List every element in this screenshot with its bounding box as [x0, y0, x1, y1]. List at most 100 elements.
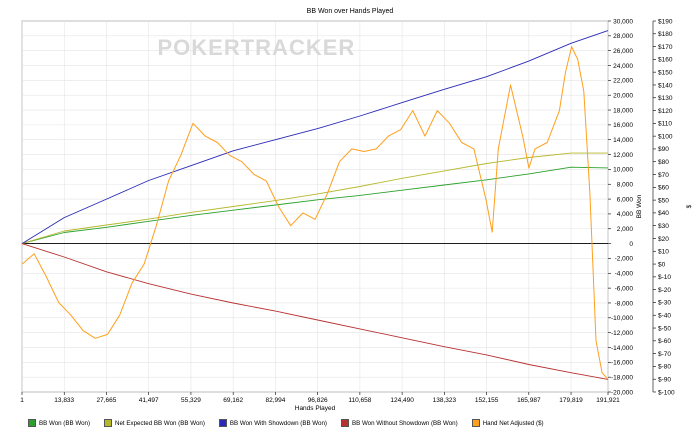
y-right-tick-label: $70 — [658, 172, 669, 179]
x-tick-label: 165,987 — [517, 397, 541, 404]
x-tick-label: 152,155 — [475, 397, 499, 404]
y-right-tick-label: $-10 — [658, 274, 671, 281]
y-right-tick-label: $110 — [658, 121, 672, 128]
y-left-tick-label: -8,000 — [615, 300, 634, 307]
y-left-tick-label: -20,000 — [611, 389, 633, 396]
y-left-tick-label: 8,000 — [617, 182, 634, 189]
y-right-tick-label: $90 — [658, 146, 669, 153]
plot-area — [21, 20, 609, 393]
y-left-tick-label: 14,000 — [613, 137, 633, 144]
y-left-axis-ticks: 30,000 28,000 26,000 24,000 22,000 20,000 18,0… — [608, 18, 633, 396]
y-right-tick-label: $30 — [658, 223, 669, 230]
y-right-tick-label: $-90 — [658, 377, 671, 384]
legend-item: BB Won With Showdown (BB Won) — [218, 419, 327, 427]
y-left-tick-label: 12,000 — [613, 152, 633, 159]
y-left-tick-label: 30,000 — [613, 18, 633, 25]
x-tick-label: 191,921 — [596, 397, 620, 404]
y-right-tick-label: $180 — [658, 31, 673, 38]
x-tick-label: 179,819 — [559, 397, 583, 404]
watermark-logo: POKERTRACKER — [158, 35, 356, 60]
series-line — [21, 46, 609, 380]
y-right-tick-label: $160 — [658, 57, 673, 64]
y-right-tick-label: $60 — [658, 185, 669, 192]
y-left-tick-label: 18,000 — [613, 107, 633, 114]
y-left-tick-label: 22,000 — [613, 78, 633, 85]
legend-label: BB Won Without Showdown (BB Won) — [351, 419, 458, 427]
x-tick-label: 55,329 — [181, 397, 201, 404]
x-tick-label: 124,490 — [390, 397, 414, 404]
y-left-tick-label: 6,000 — [617, 196, 634, 203]
legend-swatch — [340, 419, 349, 427]
y-right-tick-label: $-50 — [658, 325, 671, 332]
y-left-tick-label: 10,000 — [613, 167, 633, 174]
y-right-tick-label: $140 — [658, 82, 673, 89]
legend-item: Hand Net Adjusted ($) — [471, 419, 544, 427]
y-left-axis-title: BB Won — [636, 194, 643, 218]
y-left-tick-label: 4,000 — [617, 211, 634, 218]
y-left-tick-label: 24,000 — [613, 63, 633, 70]
x-tick-label: 110,658 — [348, 397, 371, 404]
y-right-tick-label: $100 — [658, 133, 673, 140]
y-left-tick-label: -6,000 — [615, 285, 634, 292]
series-line — [21, 243, 609, 380]
legend-item: BB Won (BB Won) — [28, 419, 90, 427]
y-left-tick-label: -4,000 — [615, 271, 634, 278]
y-left-tick-label: 26,000 — [613, 48, 633, 55]
y-right-tick-label: $-80 — [658, 364, 671, 371]
series-lines — [21, 30, 609, 380]
y-left-tick-label: -10,000 — [611, 315, 633, 322]
legend: BB Won (BB Won) Net Expected BB Won (BB W… — [28, 417, 588, 429]
legend-swatch — [471, 419, 480, 427]
y-left-tick-label: 0 — [629, 241, 633, 248]
legend-swatch — [28, 419, 36, 427]
y-left-tick-label: -14,000 — [611, 345, 633, 352]
legend-swatch — [104, 419, 113, 427]
legend-label: Net Expected BB Won (BB Won) — [115, 419, 205, 427]
y-right-tick-label: $80 — [658, 159, 669, 166]
y-right-tick-label: $-60 — [658, 338, 671, 345]
x-tick-label: 13,833 — [54, 397, 74, 404]
y-right-tick-label: $-100 — [658, 389, 675, 396]
x-tick-label: 41,497 — [139, 397, 159, 404]
y-right-tick-label: $-40 — [658, 313, 671, 320]
x-tick-label: 1 — [20, 397, 24, 404]
x-tick-label: 69,162 — [223, 397, 243, 404]
y-right-axis-ticks: $190 $180 $170 $160 $150 $140 $130 $120 $110 $100… — [652, 18, 675, 396]
y-right-axis-title: $ — [686, 204, 693, 208]
y-left-tick-label: -16,000 — [611, 360, 633, 367]
y-right-tick-label: $150 — [658, 69, 673, 76]
x-axis-title: Hands Played — [295, 405, 336, 412]
y-right-tick-label: $130 — [658, 95, 673, 102]
y-left-tick-label: -12,000 — [611, 330, 633, 337]
y-left-tick-label: 20,000 — [613, 93, 633, 100]
y-right-tick-label: $-70 — [658, 351, 671, 358]
grid-lines — [21, 20, 609, 393]
y-right-tick-label: $10 — [658, 249, 669, 256]
legend-item: BB Won Without Showdown (BB Won) — [340, 419, 458, 427]
y-left-tick-label: -18,000 — [611, 374, 633, 381]
y-left-tick-label: 28,000 — [613, 33, 633, 40]
legend-label: BB Won (BB Won) — [39, 419, 91, 427]
series-line — [21, 30, 609, 244]
y-right-tick-label: $50 — [658, 197, 669, 204]
y-right-tick-label: $190 — [658, 18, 673, 25]
legend-item: Net Expected BB Won (BB Won) — [104, 419, 205, 427]
x-tick-label: 27,665 — [97, 397, 117, 404]
series-line — [21, 152, 608, 245]
x-axis-ticks: 1 13,833 27,665 41,497 55,329 69,162 82,994 96,… — [20, 392, 620, 404]
series-line — [21, 166, 609, 245]
y-right-tick-label: $-20 — [658, 287, 671, 294]
y-right-tick-label: $-30 — [658, 300, 671, 307]
legend-swatch — [218, 419, 227, 427]
y-left-tick-label: -2,000 — [615, 256, 634, 263]
y-left-tick-label: 2,000 — [617, 226, 634, 233]
x-tick-label: 96,826 — [308, 397, 328, 404]
y-right-tick-label: $40 — [658, 210, 669, 217]
y-right-tick-label: $0 — [658, 261, 666, 268]
legend-label: Hand Net Adjusted ($) — [482, 419, 544, 427]
y-right-tick-label: $170 — [658, 44, 673, 51]
y-right-tick-label: $120 — [658, 108, 673, 115]
y-left-tick-label: 16,000 — [613, 122, 633, 129]
y-right-tick-label: $20 — [658, 236, 669, 243]
